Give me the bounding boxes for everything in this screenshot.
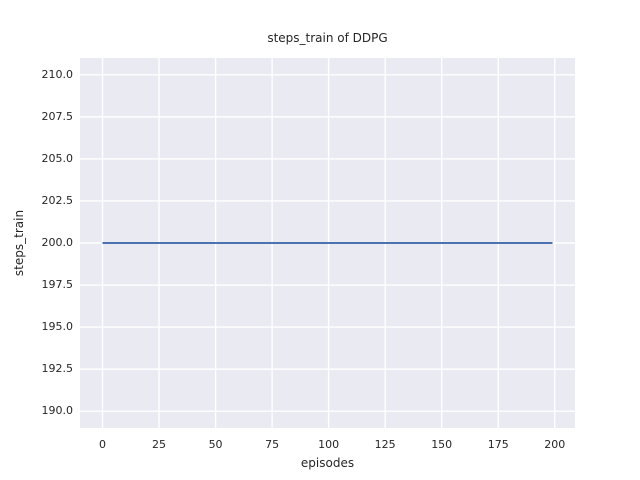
x-tick-label: 75 [265, 438, 280, 451]
x-tick-label: 25 [152, 438, 167, 451]
x-tick-label: 0 [99, 438, 106, 451]
y-tick-label: 202.5 [41, 193, 74, 207]
y-tick-label: 207.5 [41, 109, 74, 123]
x-tick-label: 50 [208, 438, 223, 451]
y-tick-label: 205.0 [41, 151, 74, 165]
x-tick-label: 150 [431, 438, 453, 451]
plot-area [80, 58, 575, 428]
y-tick-label: 197.5 [41, 278, 74, 292]
x-axis-label: episodes [300, 456, 355, 470]
chart-title: steps_train of DDPG [267, 31, 388, 45]
x-tick-label: 100 [318, 438, 340, 451]
y-tick-label: 210.0 [41, 67, 74, 81]
x-tick-label: 125 [374, 438, 396, 451]
y-tick-label: 195.0 [41, 320, 74, 334]
x-tick-label: 175 [487, 438, 509, 451]
y-tick-label: 192.5 [41, 362, 74, 376]
x-tick-label: 200 [544, 438, 566, 451]
y-tick-label: 190.0 [41, 404, 74, 418]
y-tick-label: 200.0 [41, 236, 74, 249]
plot-svg [80, 58, 575, 428]
